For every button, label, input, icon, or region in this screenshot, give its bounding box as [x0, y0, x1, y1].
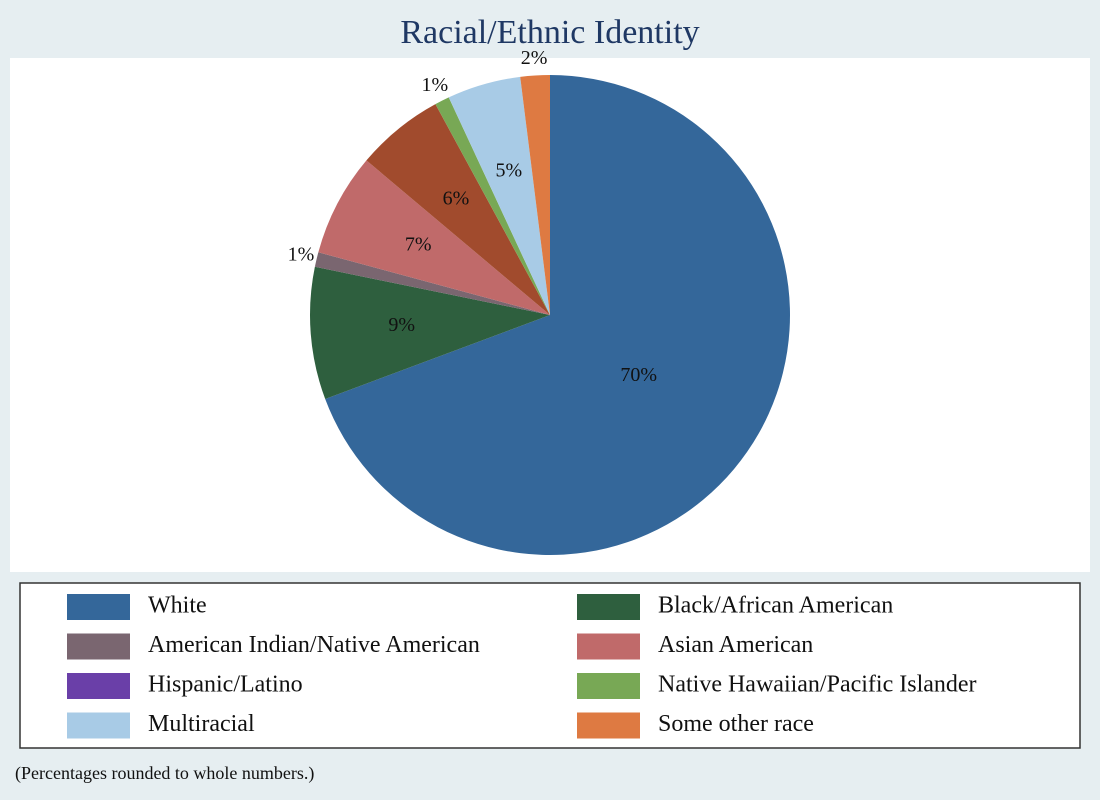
pie-slice — [325, 75, 791, 556]
legend-swatch — [67, 673, 130, 699]
pie-slice — [310, 266, 550, 400]
legend-label: Some other race — [658, 711, 814, 737]
chart-title: Racial/Ethnic Identity — [400, 14, 699, 51]
legend-label: American Indian/Native American — [148, 632, 480, 658]
legend-swatch — [577, 633, 640, 660]
value-label: 5% — [496, 160, 523, 182]
value-label: 6% — [443, 187, 470, 209]
pie-slice — [435, 97, 550, 315]
legend-swatch — [67, 633, 130, 660]
legend-label: Hispanic/Latino — [148, 672, 303, 698]
value-label: 1% — [422, 74, 449, 96]
pie-slice — [366, 104, 550, 315]
legend-swatch — [67, 594, 130, 620]
legend-label: Asian American — [658, 632, 813, 658]
legend-label: Black/African American — [658, 593, 893, 619]
value-label: 7% — [405, 234, 432, 256]
legend-swatch — [577, 712, 640, 739]
legend-swatch — [577, 594, 640, 620]
value-label: 2% — [521, 47, 548, 69]
pie-slice — [314, 252, 550, 315]
footnote: (Percentages rounded to whole numbers.) — [15, 763, 314, 784]
pie-slice — [318, 160, 550, 315]
legend-box — [19, 582, 1081, 749]
value-label: 1% — [288, 243, 315, 265]
legend-label: White — [148, 593, 207, 619]
value-label: 9% — [388, 314, 415, 336]
legend-swatch — [577, 673, 640, 699]
pie-slice — [520, 75, 550, 315]
pie-slice — [448, 76, 550, 316]
value-label: 70% — [620, 364, 657, 386]
legend-swatch — [67, 712, 130, 739]
legend-label: Multiracial — [148, 711, 255, 737]
legend-label: Native Hawaiian/Pacific Islander — [658, 672, 977, 698]
